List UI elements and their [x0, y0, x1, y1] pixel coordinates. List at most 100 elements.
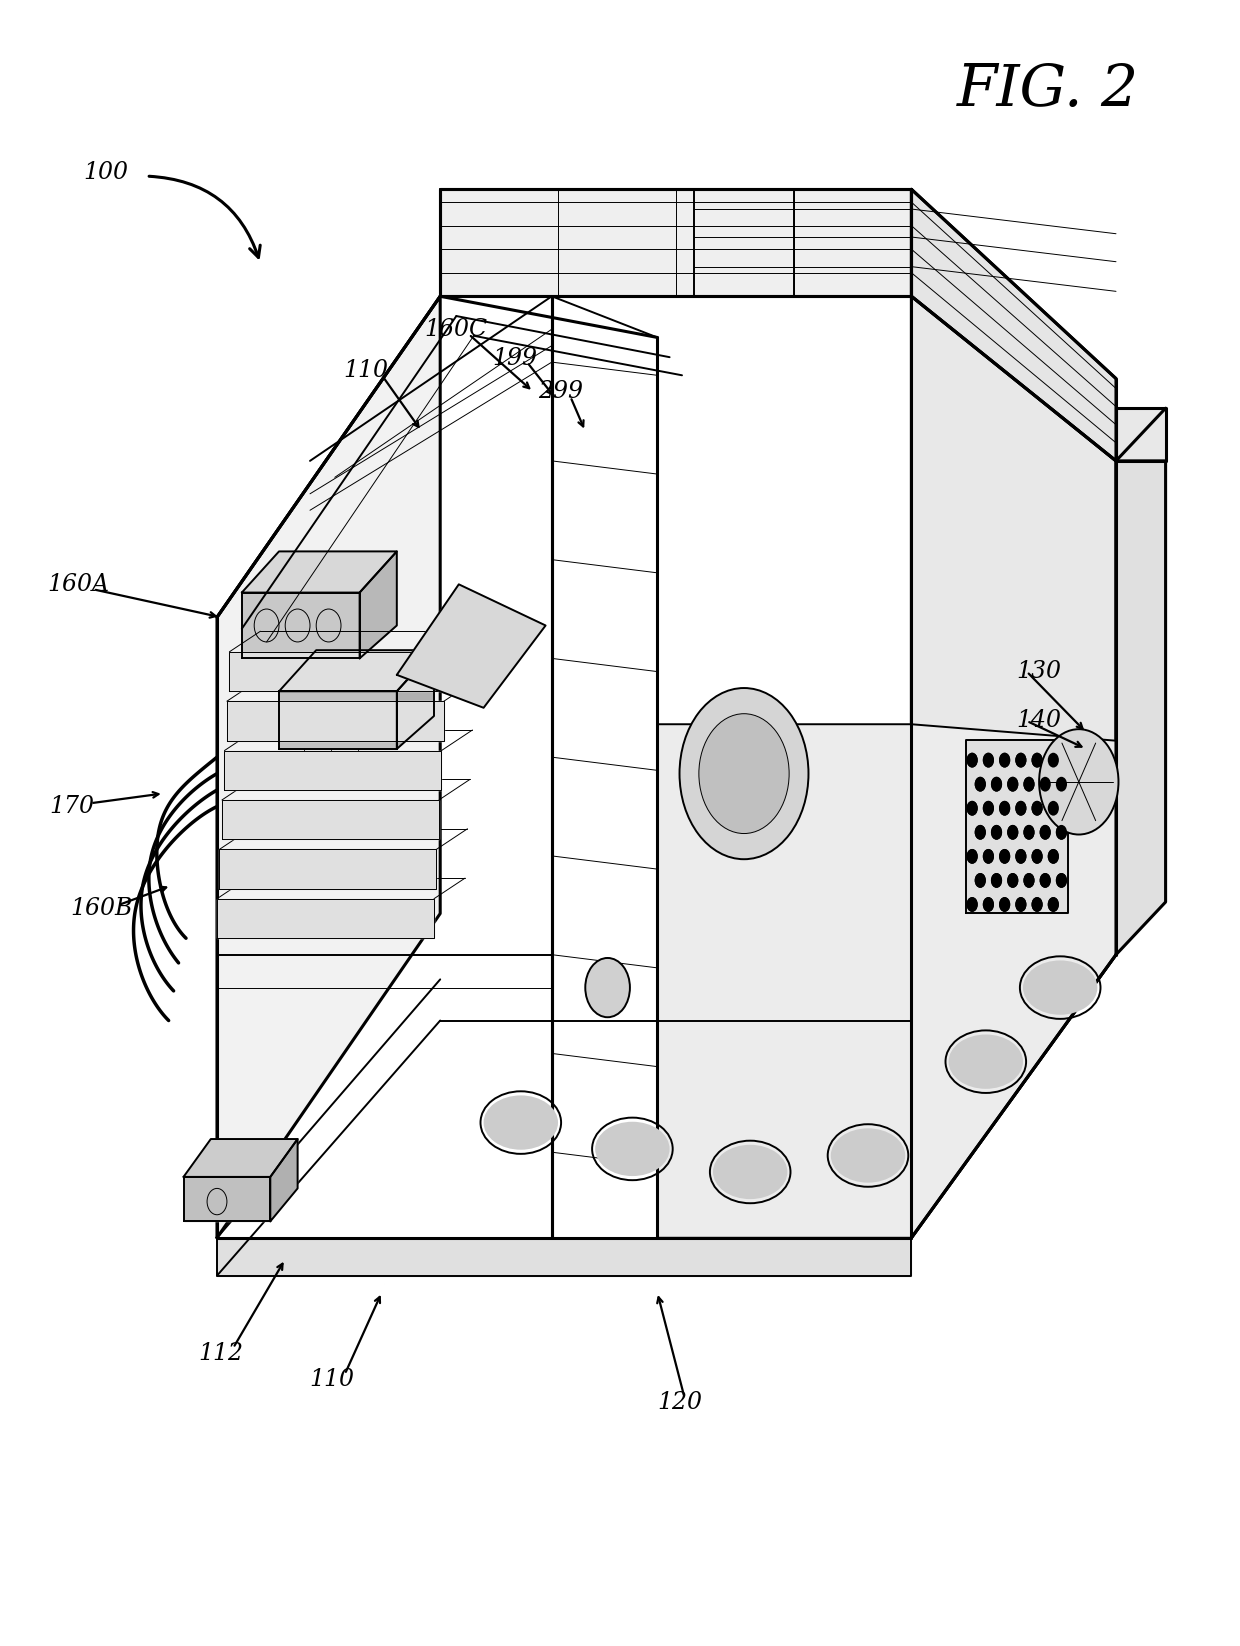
- Polygon shape: [224, 751, 441, 790]
- Circle shape: [1016, 849, 1027, 864]
- Ellipse shape: [595, 1123, 670, 1175]
- Circle shape: [999, 897, 1011, 912]
- Polygon shape: [1116, 408, 1166, 461]
- Circle shape: [983, 849, 994, 864]
- Circle shape: [991, 872, 1002, 887]
- Polygon shape: [229, 652, 446, 691]
- Circle shape: [1048, 802, 1059, 816]
- Ellipse shape: [1023, 960, 1097, 1014]
- Circle shape: [1039, 872, 1050, 887]
- Text: FIG. 2: FIG. 2: [957, 63, 1138, 119]
- Polygon shape: [1116, 461, 1166, 955]
- Circle shape: [966, 897, 977, 912]
- Circle shape: [1032, 849, 1043, 864]
- Polygon shape: [360, 551, 397, 658]
- Circle shape: [1032, 897, 1043, 912]
- Circle shape: [1039, 825, 1050, 839]
- Circle shape: [975, 825, 986, 839]
- Circle shape: [966, 802, 977, 816]
- Polygon shape: [397, 584, 546, 708]
- Polygon shape: [222, 800, 439, 839]
- Polygon shape: [397, 650, 434, 749]
- Circle shape: [1055, 872, 1066, 887]
- Circle shape: [1055, 825, 1066, 839]
- Circle shape: [1048, 897, 1059, 912]
- Circle shape: [1016, 802, 1027, 816]
- Circle shape: [1055, 825, 1066, 839]
- Circle shape: [1048, 802, 1059, 816]
- Circle shape: [1048, 752, 1059, 767]
- Circle shape: [966, 849, 977, 864]
- Circle shape: [966, 897, 977, 912]
- Polygon shape: [184, 1177, 270, 1221]
- Circle shape: [1016, 897, 1027, 912]
- Text: 170: 170: [50, 795, 94, 818]
- Polygon shape: [270, 1139, 298, 1221]
- Circle shape: [1007, 825, 1018, 839]
- Text: 160A: 160A: [47, 573, 109, 596]
- Polygon shape: [279, 691, 397, 749]
- Circle shape: [1007, 777, 1018, 792]
- Ellipse shape: [713, 1146, 787, 1200]
- Circle shape: [983, 802, 994, 816]
- Text: 140: 140: [1017, 709, 1061, 732]
- Circle shape: [1032, 752, 1043, 767]
- Text: 112: 112: [198, 1341, 243, 1365]
- Circle shape: [1016, 752, 1027, 767]
- Circle shape: [975, 872, 986, 887]
- Ellipse shape: [949, 1035, 1023, 1090]
- Polygon shape: [217, 296, 440, 1238]
- Circle shape: [1048, 897, 1059, 912]
- Circle shape: [1039, 872, 1050, 887]
- Circle shape: [1007, 777, 1018, 792]
- Text: 299: 299: [538, 380, 583, 403]
- Circle shape: [999, 849, 1011, 864]
- Polygon shape: [227, 701, 444, 741]
- Circle shape: [999, 802, 1011, 816]
- Circle shape: [1023, 777, 1034, 792]
- Circle shape: [966, 752, 977, 767]
- Ellipse shape: [484, 1096, 558, 1149]
- Polygon shape: [219, 849, 436, 889]
- Circle shape: [966, 849, 977, 864]
- Circle shape: [1055, 777, 1066, 792]
- Circle shape: [1032, 897, 1043, 912]
- Circle shape: [983, 897, 994, 912]
- Polygon shape: [657, 724, 1116, 1238]
- Circle shape: [983, 752, 994, 767]
- Circle shape: [1032, 752, 1043, 767]
- Polygon shape: [911, 296, 1116, 1238]
- Circle shape: [975, 825, 986, 839]
- Circle shape: [680, 688, 808, 859]
- Circle shape: [983, 897, 994, 912]
- Circle shape: [991, 825, 1002, 839]
- Circle shape: [1048, 752, 1059, 767]
- Polygon shape: [440, 189, 911, 296]
- Circle shape: [1048, 849, 1059, 864]
- Text: 100: 100: [83, 161, 128, 184]
- Polygon shape: [184, 1139, 298, 1177]
- Circle shape: [1016, 849, 1027, 864]
- Circle shape: [999, 897, 1011, 912]
- Circle shape: [975, 777, 986, 792]
- Circle shape: [999, 849, 1011, 864]
- Circle shape: [1023, 872, 1034, 887]
- Circle shape: [991, 777, 1002, 792]
- Circle shape: [1007, 825, 1018, 839]
- Circle shape: [975, 872, 986, 887]
- Circle shape: [999, 752, 1011, 767]
- Circle shape: [1032, 802, 1043, 816]
- Circle shape: [1039, 729, 1118, 835]
- Text: 160B: 160B: [71, 897, 133, 920]
- Polygon shape: [966, 741, 1068, 912]
- Circle shape: [1048, 849, 1059, 864]
- Circle shape: [983, 752, 994, 767]
- Text: 160C: 160C: [425, 318, 487, 341]
- Circle shape: [1055, 777, 1066, 792]
- Circle shape: [699, 714, 789, 833]
- Polygon shape: [242, 551, 397, 593]
- Ellipse shape: [831, 1129, 905, 1182]
- Circle shape: [1016, 897, 1027, 912]
- Circle shape: [1016, 802, 1027, 816]
- Circle shape: [1023, 825, 1034, 839]
